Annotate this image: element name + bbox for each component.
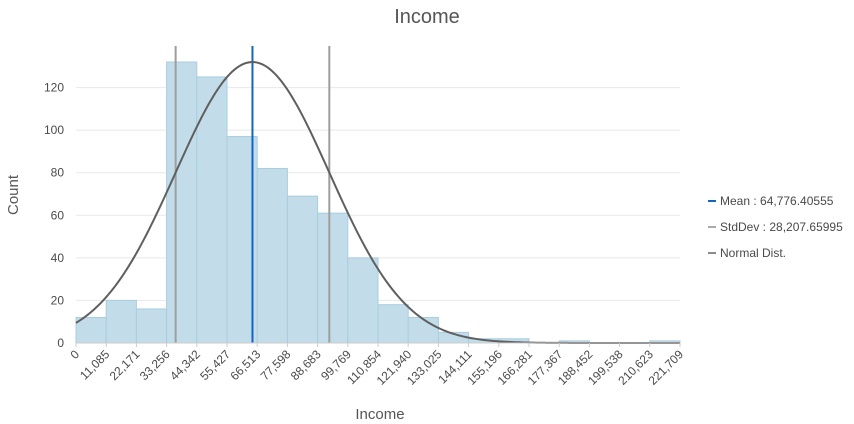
histogram-bar <box>286 195 319 344</box>
legend-label: StdDev : 28,207.65995 <box>720 220 843 234</box>
x-tick-label: 22,171 <box>107 347 143 383</box>
x-tick-label: 88,683 <box>288 347 324 383</box>
x-tick-label: 66,513 <box>227 347 263 383</box>
y-tick-label: 20 <box>51 293 65 307</box>
y-tick-label: 80 <box>51 166 65 180</box>
x-tick-label: 55,427 <box>197 347 233 383</box>
legend-label: Mean : 64,776.40555 <box>720 194 834 208</box>
histogram-bar <box>166 61 198 344</box>
x-tick-label: 11,085 <box>77 347 112 382</box>
y-tick-label: 0 <box>57 336 64 350</box>
legend-label: Normal Dist. <box>720 246 786 260</box>
histogram-bar <box>196 76 228 344</box>
x-tick-label: 0 <box>67 347 82 362</box>
y-axis-title: Count <box>5 174 22 215</box>
x-axis-title: Income <box>355 406 404 423</box>
x-tick-label: 77,598 <box>258 347 294 383</box>
x-tick-label: 44,342 <box>167 347 203 383</box>
y-tick-label: 120 <box>44 81 64 95</box>
histogram-bar <box>105 299 137 344</box>
x-tick-label: 33,256 <box>137 347 173 383</box>
histogram-bar <box>317 212 349 344</box>
legend: Mean : 64,776.40555 StdDev : 28,207.65995… <box>708 194 843 260</box>
histogram-bar <box>75 316 107 344</box>
histogram-bar <box>256 167 288 344</box>
y-tick-label: 40 <box>51 251 65 265</box>
chart-title: Income <box>394 6 460 28</box>
y-tick-label: 100 <box>44 123 64 137</box>
histogram-bar <box>407 316 439 344</box>
histogram-bar <box>347 257 379 344</box>
histogram-bar <box>377 304 409 344</box>
y-tick-label: 60 <box>51 208 65 222</box>
histogram-bar <box>135 308 168 344</box>
